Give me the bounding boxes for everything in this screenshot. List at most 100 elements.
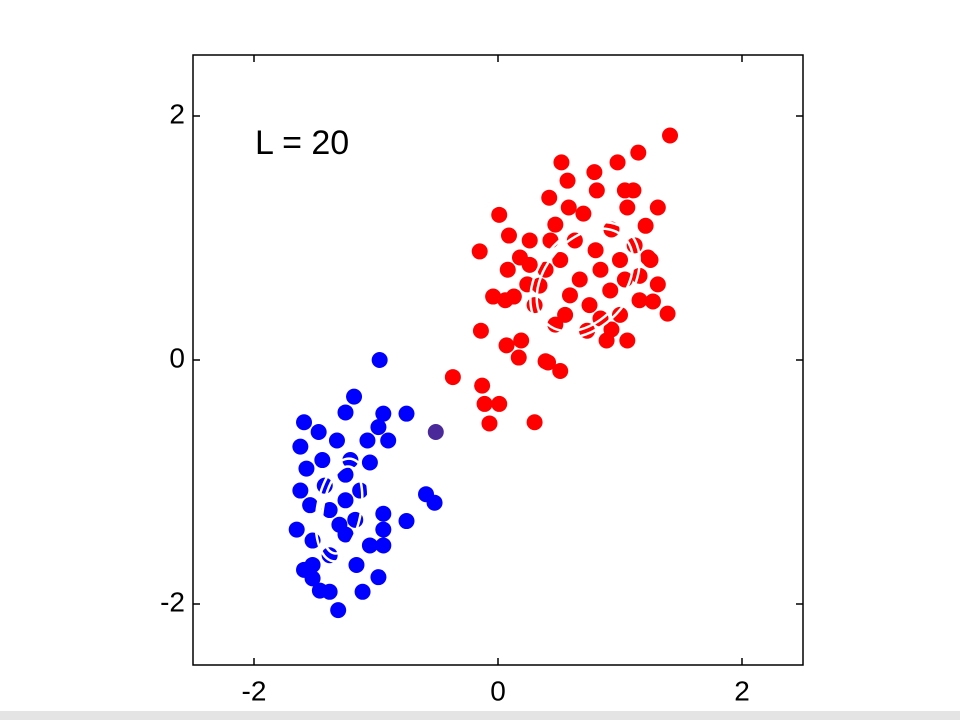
point	[314, 452, 331, 469]
point	[625, 182, 642, 199]
point	[302, 497, 319, 514]
point	[348, 556, 365, 573]
point	[552, 362, 569, 379]
point	[587, 242, 604, 259]
point	[331, 516, 348, 533]
point	[552, 251, 569, 268]
point	[500, 227, 517, 244]
point	[330, 602, 347, 619]
point	[586, 164, 603, 181]
point	[398, 513, 415, 530]
y-tick-label: -2	[160, 586, 185, 617]
point	[619, 332, 636, 349]
y-tick-label: 0	[169, 342, 185, 373]
point	[499, 261, 516, 278]
point	[292, 482, 309, 499]
point	[427, 423, 444, 440]
point	[637, 217, 654, 234]
point	[474, 377, 491, 394]
x-tick-label: -2	[242, 675, 267, 706]
ellipses	[314, 220, 641, 563]
point	[659, 305, 676, 322]
point	[375, 405, 392, 422]
point	[485, 288, 502, 305]
point	[603, 321, 620, 338]
point	[337, 466, 354, 483]
point	[642, 251, 659, 268]
point	[370, 419, 387, 436]
point	[612, 251, 628, 268]
point	[321, 547, 338, 564]
point	[588, 182, 605, 199]
point	[321, 502, 338, 519]
point	[359, 432, 376, 449]
point	[526, 297, 543, 314]
point	[328, 432, 345, 449]
point	[609, 154, 626, 171]
point	[342, 452, 359, 469]
point	[541, 189, 558, 206]
point	[581, 297, 598, 314]
point	[649, 199, 666, 216]
point	[337, 492, 354, 509]
point	[566, 232, 583, 249]
point	[537, 353, 554, 370]
point	[375, 521, 392, 538]
point	[547, 216, 564, 233]
point	[571, 271, 588, 288]
point	[444, 369, 461, 386]
point	[346, 388, 363, 405]
point	[560, 199, 577, 216]
plot-box	[192, 54, 804, 666]
point	[472, 322, 489, 339]
point	[361, 537, 378, 554]
point	[491, 206, 508, 223]
point	[592, 261, 609, 278]
point	[631, 292, 648, 309]
point	[553, 154, 570, 171]
point	[542, 232, 559, 249]
point	[352, 482, 369, 499]
ellipse	[535, 227, 635, 333]
point	[296, 414, 313, 431]
point	[398, 405, 415, 422]
point	[375, 505, 392, 522]
point	[371, 352, 388, 368]
x-tick-label: 0	[490, 675, 506, 706]
points	[288, 127, 679, 619]
point	[612, 306, 628, 323]
point	[630, 144, 647, 161]
ellipse	[529, 220, 641, 340]
point	[481, 415, 498, 432]
point	[649, 276, 666, 293]
point	[557, 306, 574, 323]
point	[531, 277, 548, 294]
point	[510, 349, 527, 366]
point	[497, 292, 514, 309]
point	[337, 404, 354, 421]
point	[288, 521, 305, 538]
y-tick-label: 2	[169, 98, 185, 129]
point	[491, 395, 508, 412]
point	[526, 414, 543, 431]
point	[644, 293, 661, 310]
point	[298, 460, 315, 477]
point	[561, 287, 578, 304]
ellipse	[320, 465, 364, 555]
point	[370, 569, 387, 586]
point	[559, 172, 576, 189]
point	[354, 583, 371, 600]
point	[375, 537, 392, 554]
point	[321, 583, 338, 600]
point	[426, 494, 443, 511]
point	[521, 232, 538, 249]
point	[361, 454, 378, 471]
point	[547, 316, 564, 333]
point	[521, 256, 538, 273]
point	[575, 205, 592, 222]
point	[292, 438, 309, 455]
point	[310, 423, 327, 440]
bottom-strip	[0, 711, 960, 720]
